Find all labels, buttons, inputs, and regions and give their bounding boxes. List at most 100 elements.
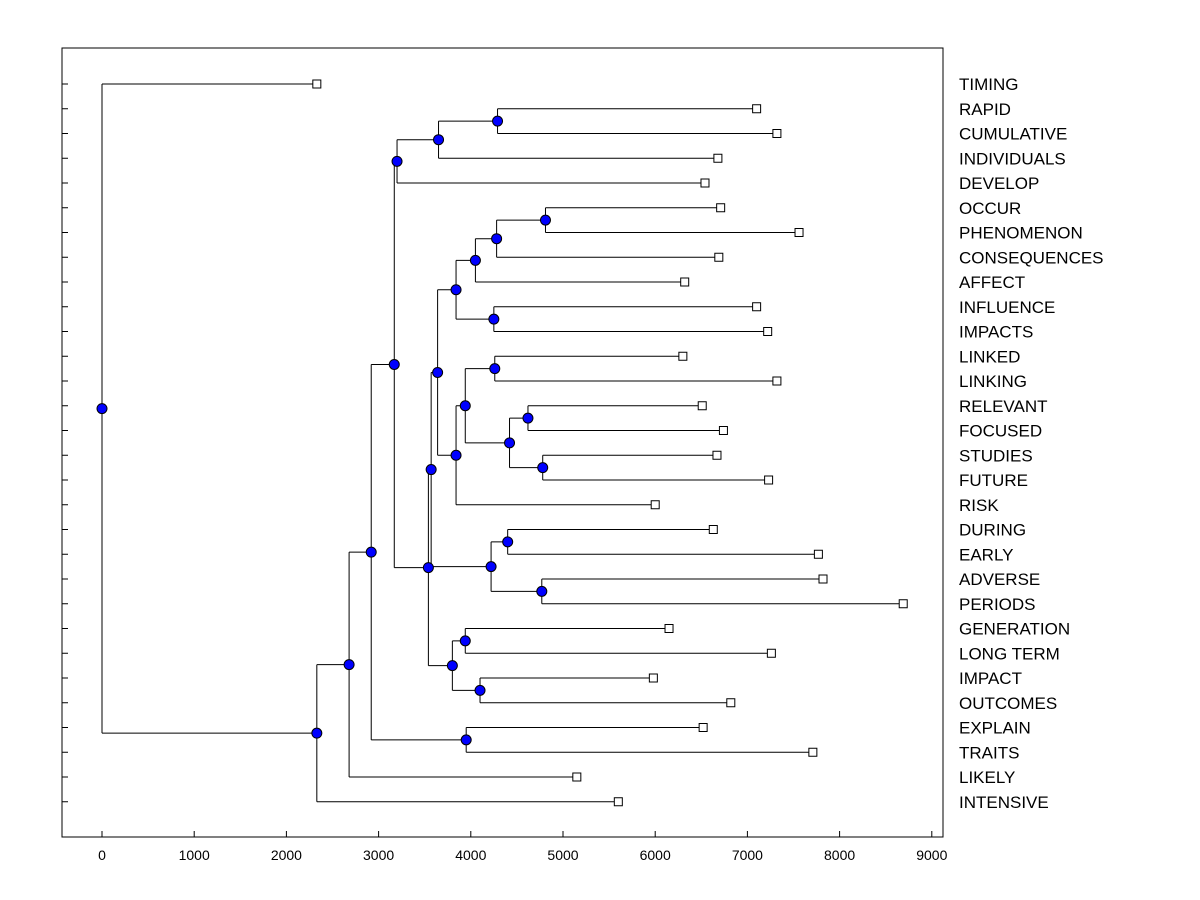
x-axis: 0 1000 2000 3000 4000 5000 6000 7000 8000 9000 (98, 831, 948, 863)
merge-node (365, 546, 377, 558)
leaf-marker (613, 797, 623, 807)
merge-node (502, 536, 514, 548)
leaf-label: IMPACTS (959, 323, 1033, 342)
leaf-marker (572, 772, 582, 782)
leaf-label: FOCUSED (959, 422, 1042, 441)
leaf-marker (678, 351, 688, 361)
leaf-label: TRAITS (959, 743, 1019, 762)
merge-node (492, 115, 504, 127)
merge-node (432, 366, 444, 378)
branch-lines (101, 83, 904, 803)
leaf-marker (713, 153, 723, 163)
merge-node (433, 134, 445, 146)
leaf-label: DURING (959, 521, 1026, 540)
x-tick-label: 2000 (271, 847, 302, 863)
leaf-marker (772, 129, 782, 138)
merge-node (504, 437, 516, 449)
x-tick-label: 4000 (455, 847, 486, 863)
leaf-marker (700, 178, 710, 188)
leaf-marker (752, 302, 762, 312)
merge-node (460, 734, 472, 746)
leaf-marker (764, 475, 774, 485)
leaf-marker (898, 599, 908, 609)
leaf-label: LIKELY (959, 768, 1015, 787)
merge-node (96, 403, 108, 415)
leaf-label: RAPID (959, 100, 1011, 119)
leaf-label: EARLY (959, 545, 1014, 564)
leaf-marker (712, 450, 722, 460)
leaf-label: ADVERSE (959, 570, 1040, 589)
x-tick-label: 6000 (640, 847, 671, 863)
leaf-marker (772, 376, 782, 386)
leaf-label: OUTCOMES (959, 694, 1057, 713)
leaf-label: INFLUENCE (959, 298, 1055, 317)
leaf-label: CUMULATIVE (959, 125, 1067, 144)
leaf-marker (650, 500, 660, 510)
leaf-marker (716, 203, 726, 213)
leaf-label: FUTURE (959, 471, 1028, 490)
leaf-marker (726, 698, 736, 708)
x-tick-label: 0 (98, 847, 106, 863)
x-tick-label: 3000 (363, 847, 394, 863)
merge-node (311, 727, 323, 739)
leaf-label: RELEVANT (959, 397, 1048, 416)
merge-node (488, 313, 500, 325)
leaf-marker (680, 277, 690, 287)
merge-node (539, 214, 551, 226)
x-tick-label: 7000 (732, 847, 763, 863)
leaf-label: LINKED (959, 347, 1020, 366)
merge-node (422, 562, 434, 574)
leaf-marker (813, 549, 823, 559)
leaf-label: IMPACT (959, 669, 1022, 688)
x-tick-label: 1000 (179, 847, 210, 863)
merge-node (522, 412, 534, 424)
leaf-label: OCCUR (959, 199, 1021, 218)
x-tick-label: 9000 (916, 847, 947, 863)
plot-frame (61, 47, 944, 838)
leaf-marker (818, 574, 828, 584)
leaf-label: TIMING (959, 75, 1019, 94)
leaf-marker (312, 79, 322, 89)
leaf-label: GENERATION (959, 620, 1070, 639)
merge-node (459, 400, 471, 412)
leaf-marker (763, 327, 773, 336)
leaf-marker (664, 624, 674, 633)
merge-node (459, 635, 471, 647)
leaf-label: CONSEQUENCES (959, 248, 1104, 267)
leaf-label: RISK (959, 496, 999, 515)
leaf-marker (698, 723, 708, 732)
merge-node (489, 363, 501, 375)
leaf-label: INDIVIDUALS (959, 149, 1066, 168)
merge-node (537, 462, 549, 474)
leaf-label: LINKING (959, 372, 1027, 391)
merge-node (391, 155, 403, 167)
merge-node (491, 233, 503, 245)
leaf-marker (808, 747, 818, 757)
y-axis-ticks (62, 83, 68, 803)
merge-node (474, 684, 486, 696)
x-tick-label: 8000 (824, 847, 855, 863)
leaf-label: EXPLAIN (959, 719, 1031, 738)
leaf-marker (794, 228, 804, 237)
merge-node (343, 659, 355, 671)
leaf-label: PHENOMENON (959, 224, 1083, 243)
merge-node (450, 449, 462, 461)
leaf-marker (718, 426, 728, 435)
leaf-marker (766, 648, 776, 658)
leaf-marker (752, 104, 762, 114)
x-tick-label: 5000 (547, 847, 578, 863)
leaf-label: DEVELOP (959, 174, 1039, 193)
merge-node (388, 358, 400, 370)
leaf-marker (708, 525, 718, 534)
leaf-label: STUDIES (959, 446, 1033, 465)
merge-node (446, 660, 458, 672)
leaf-markers (312, 79, 908, 807)
leaf-label: PERIODS (959, 595, 1036, 614)
leaf-label: INTENSIVE (959, 793, 1049, 812)
leaf-marker (714, 252, 724, 262)
leaf-label: AFFECT (959, 273, 1025, 292)
node-markers (96, 115, 551, 746)
merge-node (469, 254, 481, 266)
merge-node (450, 284, 462, 296)
